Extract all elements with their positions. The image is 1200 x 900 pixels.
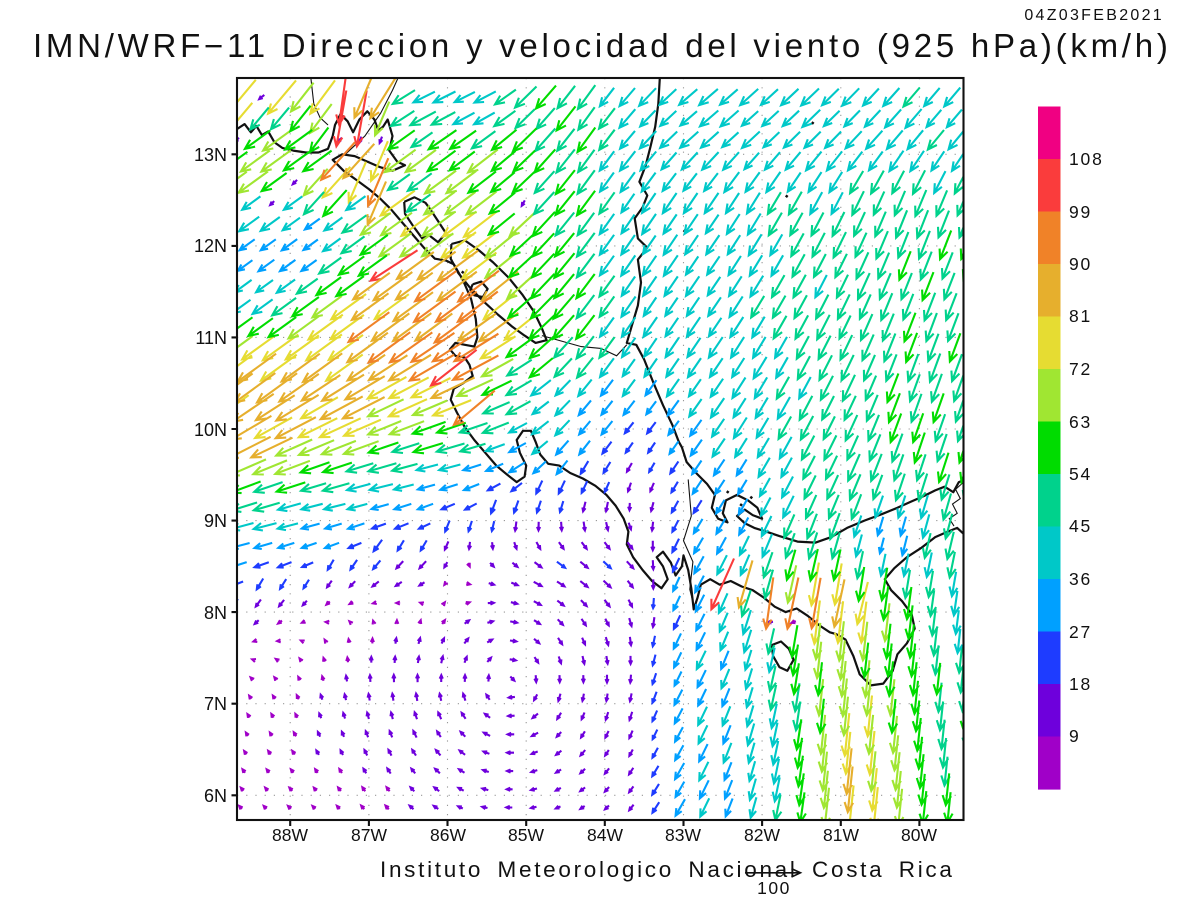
- svg-text:83W: 83W: [665, 825, 701, 845]
- svg-text:11N: 11N: [195, 328, 227, 348]
- svg-text:7N: 7N: [204, 694, 227, 714]
- svg-text:63: 63: [1069, 412, 1092, 432]
- svg-text:13N: 13N: [194, 145, 227, 165]
- svg-text:8N: 8N: [204, 603, 227, 623]
- svg-text:72: 72: [1069, 359, 1092, 379]
- svg-text:84W: 84W: [587, 825, 623, 845]
- svg-text:80W: 80W: [901, 825, 937, 845]
- svg-text:54: 54: [1069, 464, 1092, 484]
- svg-text:9: 9: [1069, 726, 1081, 746]
- svg-text:9N: 9N: [204, 511, 227, 531]
- svg-text:86W: 86W: [430, 825, 466, 845]
- svg-text:IMN/WRF−11 Direccion y velocid: IMN/WRF−11 Direccion y velocidad del vie…: [33, 27, 1172, 64]
- svg-text:6N: 6N: [204, 786, 227, 806]
- svg-text:100: 100: [757, 878, 791, 898]
- svg-text:87W: 87W: [351, 825, 387, 845]
- svg-text:99: 99: [1069, 202, 1092, 222]
- svg-text:04Z03FEB2021: 04Z03FEB2021: [1024, 7, 1164, 24]
- svg-text:Instituto Meteorologico Nacion: Instituto Meteorologico Nacional Costa R…: [380, 857, 955, 882]
- svg-text:18: 18: [1069, 674, 1092, 694]
- svg-text:88W: 88W: [272, 825, 308, 845]
- svg-text:10N: 10N: [194, 420, 227, 440]
- svg-text:12N: 12N: [194, 236, 227, 256]
- svg-text:27: 27: [1069, 622, 1092, 642]
- svg-text:90: 90: [1069, 254, 1092, 274]
- svg-text:108: 108: [1069, 149, 1104, 169]
- svg-text:81: 81: [1069, 306, 1092, 326]
- svg-text:45: 45: [1069, 516, 1092, 536]
- svg-text:36: 36: [1069, 569, 1092, 589]
- svg-text:85W: 85W: [508, 825, 544, 845]
- svg-text:81W: 81W: [823, 825, 859, 845]
- svg-text:82W: 82W: [744, 825, 780, 845]
